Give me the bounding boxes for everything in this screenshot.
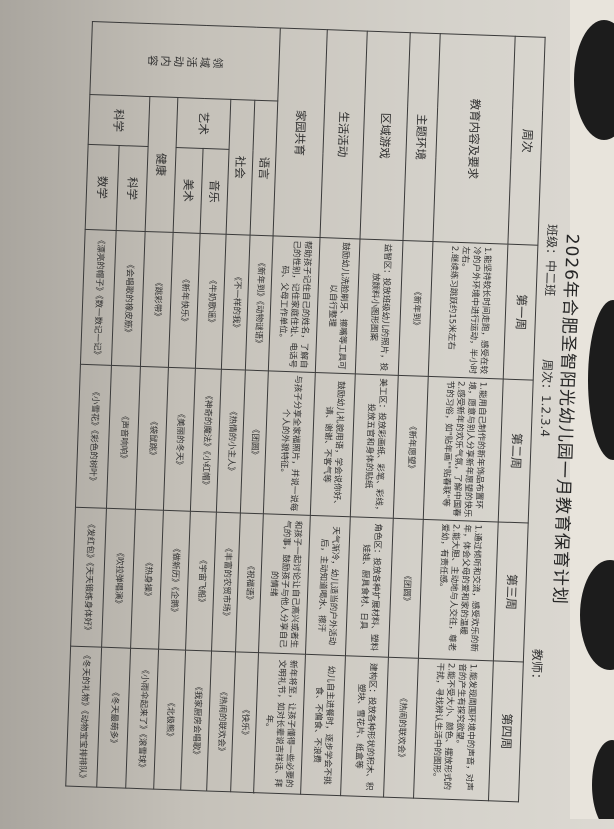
table-cell: 《小雨伞起来了》《滚雪球》 [125,647,159,789]
table-cell: 天气渐冷，幼儿适当的户外活动后，主动知道喝水、擦汗 [304,514,350,656]
table-cell: 《热闹的联欢会》 [383,656,418,798]
table-cell: 《吹拉弹唱演》 [101,507,135,648]
table-cell: 《发红包》《天天锻炼身体好》 [70,506,106,647]
week-header: 第一周 [502,243,538,380]
table-cell: 幼儿自主进餐时，逐步学会不挑食、不偏食、不浪费 [300,653,345,796]
domain-sub-label: 数学 [84,143,119,230]
week-label: 周次：1.2.3.4 [537,358,554,437]
table-cell: 《冬天的礼物》《动物宝宝排排队》 [65,645,102,787]
domain-sub-label: 美术 [172,146,203,233]
table-cell: 与孩子分享全家福照片，并说一说每个人的外貌特征。 [262,370,315,515]
table-cell: 《新年到》 [397,239,433,376]
table-cell: 鼓励幼儿礼貌用语，学会说你好、请、谢谢、不客气等 [309,371,355,517]
domain-group-label: 艺术 [175,97,231,149]
table-cell: 1.通过倾听和交流，感受欢乐的新年，体会父母的爱和家的温暖 2.能大胆、主动地与… [417,518,498,661]
week-header: 第三周 [492,521,528,662]
table-cell: 1.能用自己制作的新年饰品布置环境，愿意与别人分享新年愿望的快乐 2.感受新年的… [422,375,503,522]
background-cloth [570,0,614,819]
table-cell: 帮助孩子记住自己的姓名，了解自己的性别，记住家庭住址、电话号码、父母工作单位。 [267,235,320,372]
week-header: 第四周 [487,660,523,802]
row-label: 区域游戏 [359,30,410,240]
domain-group-label: 健康 [144,96,178,232]
table-cell: 《新年快乐》 [167,231,200,368]
table-cell: 1.能发现周围环境中的声音，对声音的产生有探究欲望。 2.能不受大小、颜色、摆放… [413,657,493,801]
table-cell: 益智区：投放班级幼儿的照片，投放颜料小图形图案 [354,238,403,375]
plan-table: 周次 第一周 第二周 第三周 第四周 教育内容及要求 1.能坚持较长时间走跑，感受在较冷的户… [65,20,545,802]
domain-sub-label: 音乐 [199,147,229,234]
domain-group-label: 科学 [87,93,150,147]
table-cell: 《会唱歌的橡皮筋》 [110,229,145,366]
table-cell: 《美丽的冬天》 [162,366,195,511]
row-label: 教育内容及要求 [432,33,515,244]
teacher-label: 教师： [528,648,544,685]
table-cell: 建构区：投放各种形状的积木、积塑块、雪花片、纸盒等 [340,655,388,797]
table-cell: 《声音响响》 [105,364,140,509]
table-cell: 新年将至，让孩子懂得一些必要的文明礼节，如对长辈说吉祥话、拜年。 [253,652,305,794]
table-cell: 《北极熊》 [153,648,186,790]
table-cell: 《冬天最萌多》 [96,646,131,788]
row-label: 生活活动 [319,29,367,239]
table-cell: 《做新历》《企鹅》 [158,509,190,650]
table-cell: 和孩子一起讨论让自己高兴或者生气的事，鼓励孩子与他人分享自己的情绪 [258,513,310,654]
table-cell: 《小雪花》《彩色的树叶》 [74,363,111,508]
table-cell: 角色区：投放各种扩展材料、塑料娃娃、厨具食材、日具 [344,516,393,657]
table-cell: 《跳彩带》 [139,230,173,367]
table-cell: 《热身操》 [130,508,163,649]
domain-sub-label: 科学 [115,145,148,231]
week-header: 第二周 [497,378,533,523]
class-label: 班级：中二班 [542,223,559,296]
table-cell: 《团圆》 [387,517,423,658]
table-cell: 《新年愿望》 [392,374,428,519]
table-cell: 1.能坚持较长时间走跑，感受在较冷的户外环境中进行运动，半小时左右。 2.继续练… [427,241,508,379]
domain-label: 领域活动内容 [89,21,280,101]
row-label: 家园共育 [272,27,327,238]
table-cell: 鼓励幼儿洗脸刷牙、擦嘴等工具可以自行整理 [314,237,360,374]
table-cell: 《漂亮的帽子》《数一数记一记》 [79,228,116,365]
table-cell: 《袋鼠跳》 [134,365,168,510]
table-cell: 美工区：投放彩画纸、彩笔、彩线，投放五官和身体的贴纸 [349,373,398,518]
table-cell: 《牛奶歌谣》 [194,232,226,369]
